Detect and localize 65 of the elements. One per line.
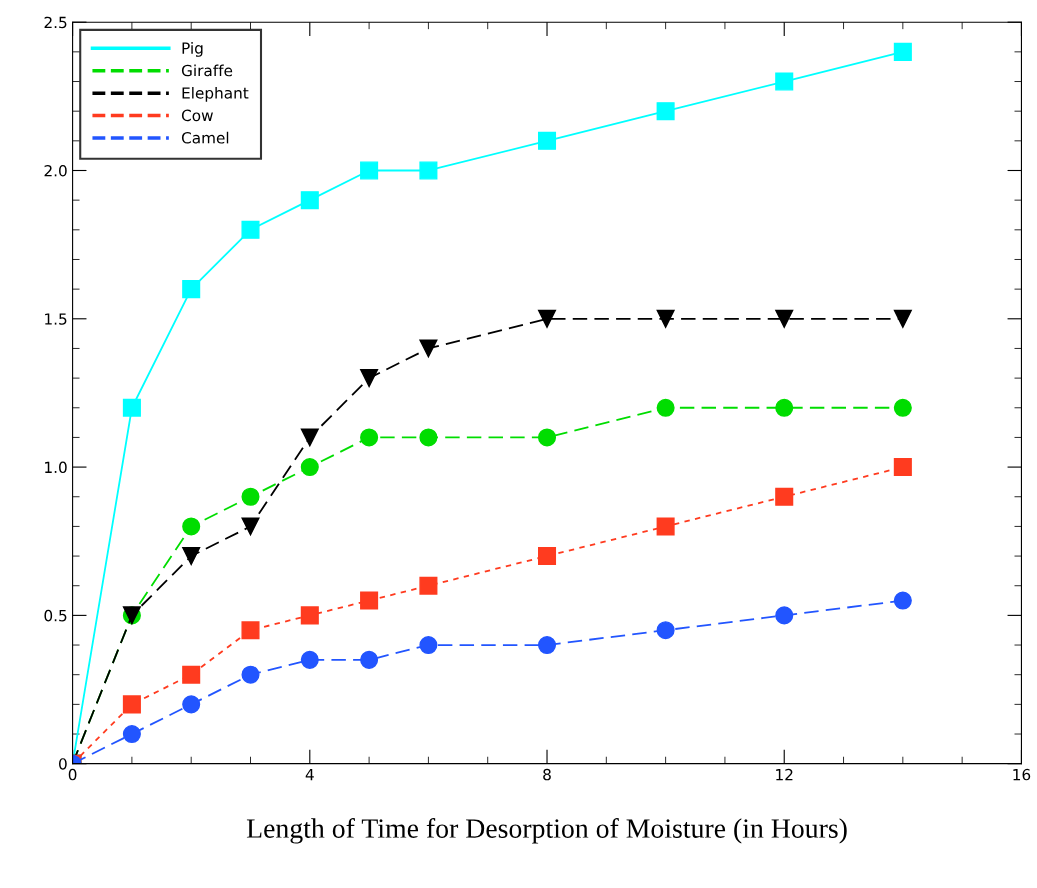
point — [360, 428, 379, 447]
y-tick-label: 2.5 — [44, 16, 67, 29]
point — [537, 428, 557, 447]
x-tick-label: 8 — [543, 768, 551, 781]
legend-label: Camel — [181, 131, 229, 144]
point — [419, 339, 438, 358]
point — [656, 517, 675, 536]
point — [182, 665, 201, 684]
point — [893, 42, 912, 61]
point — [656, 102, 675, 121]
point — [182, 695, 201, 714]
point — [122, 695, 141, 714]
point — [893, 309, 912, 328]
point — [300, 458, 319, 477]
point — [241, 665, 260, 684]
y-tick-label: 2.0 — [44, 164, 67, 177]
point — [656, 398, 675, 417]
point — [300, 606, 319, 625]
x-axis-title: Length of Time for Desorption of Moisture (in Hours) — [246, 818, 847, 844]
point — [537, 309, 557, 328]
y-tick-label: 0.5 — [44, 609, 67, 622]
point — [775, 309, 794, 328]
point — [537, 547, 557, 566]
point — [122, 724, 141, 744]
point — [893, 458, 912, 477]
point — [537, 131, 557, 150]
x-tick-label: 4 — [305, 769, 314, 781]
point — [419, 576, 438, 595]
point — [419, 161, 438, 180]
point — [241, 621, 260, 640]
point — [182, 547, 201, 566]
point — [775, 72, 794, 91]
point — [775, 606, 794, 625]
point — [182, 517, 201, 536]
point — [537, 636, 557, 655]
point — [360, 161, 379, 180]
point — [893, 591, 912, 610]
point — [775, 487, 794, 506]
point — [360, 591, 379, 610]
point — [182, 280, 201, 299]
point — [656, 621, 675, 640]
x-tick-label: 12 — [776, 768, 793, 781]
point — [419, 636, 438, 655]
y-tick-label: 1.5 — [45, 313, 67, 325]
point — [241, 517, 260, 536]
point — [656, 309, 675, 328]
x-tick-label: 16 — [1013, 768, 1031, 781]
y-tick-label: 0 — [59, 758, 67, 770]
point — [419, 428, 438, 447]
point — [893, 398, 912, 417]
point — [360, 650, 379, 669]
point — [300, 191, 319, 210]
y-tick-label: 1.0 — [45, 461, 67, 474]
point — [241, 487, 260, 506]
point — [300, 428, 319, 447]
point — [122, 398, 141, 417]
point — [360, 369, 379, 388]
point — [300, 650, 319, 669]
legend-label: Elephant — [182, 86, 249, 102]
x-tick-label: 0 — [68, 768, 77, 781]
legend-label: Cow — [181, 109, 213, 122]
legend-label: Giraffe — [181, 64, 233, 77]
legend-label: Pig — [182, 42, 203, 57]
point — [775, 398, 794, 417]
point — [241, 220, 260, 239]
